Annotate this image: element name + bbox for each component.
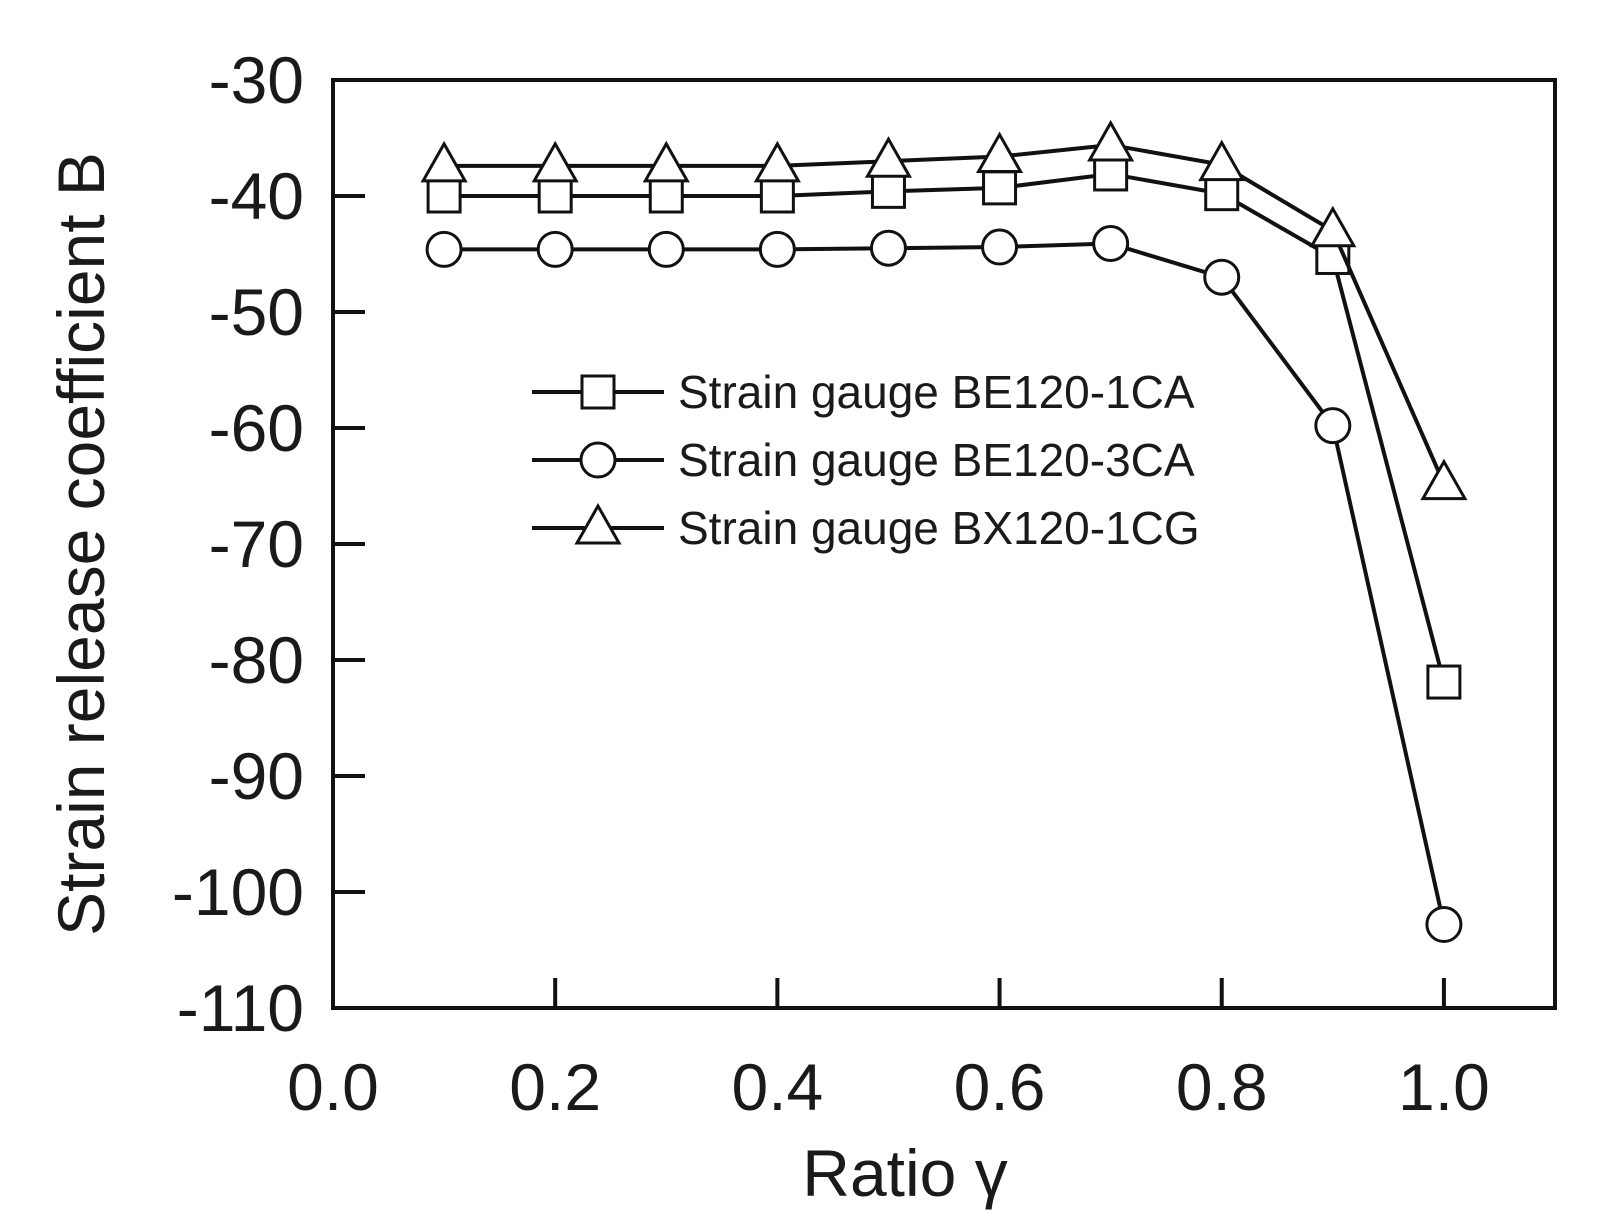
data-point-square [580,374,616,410]
legend-item: Strain gauge BE120-1CA [532,366,1195,418]
data-point-circle [981,228,1019,266]
y-tick-label: -90 [209,739,304,813]
y-tick-label: -50 [209,275,304,349]
legend: Strain gauge BE120-1CA Strain gauge BE120… [532,366,1200,554]
series-circle [425,225,1463,943]
series-square [426,156,1462,700]
y-tick-label: -30 [209,43,304,117]
legend-label: Strain gauge BX120-1CG [678,502,1200,554]
data-point-circle [1425,905,1463,943]
x-tick-label: 0.4 [731,1050,823,1124]
x-tick-label: 1.0 [1398,1050,1490,1124]
x-tick-label: 0.6 [954,1050,1046,1124]
legend-label: Strain gauge BE120-3CA [678,434,1195,486]
legend-item: Strain gauge BX120-1CG [532,502,1200,554]
y-tick-label: -80 [209,623,304,697]
series-layer [420,119,1468,943]
data-point-triangle [420,140,468,183]
y-tick-label: -60 [209,391,304,465]
data-point-triangle [531,140,579,183]
y-tick-label: -70 [209,507,304,581]
data-point-square [1204,176,1240,212]
data-point-circle [758,230,796,268]
data-point-square [537,178,573,214]
y-axis-title: Strain release coefficient B [44,152,118,936]
data-point-triangle [1087,119,1135,162]
y-tick-label: -100 [172,855,304,929]
data-point-circle [536,230,574,268]
y-tick-label: -40 [209,159,304,233]
data-point-circle [425,230,463,268]
series-line [444,171,1446,683]
y-tick-label: -110 [177,971,304,1045]
x-tick-label: 0.2 [509,1050,601,1124]
x-tick-label: 0.0 [287,1050,379,1124]
data-point-triangle [1198,139,1246,182]
y-ticks: -30 -40 -50 -60 -70 -80 -90 -100 -110 [172,43,365,1045]
data-point-triangle [1420,458,1468,501]
data-point-circle [1203,258,1241,296]
x-axis-title: Ratio γ [802,1136,1007,1210]
series-line [444,241,1446,925]
data-point-triangle [574,502,622,545]
data-point-square [1093,156,1129,192]
data-point-circle [1092,225,1130,263]
data-point-square [1426,664,1462,700]
data-point-circle [579,441,617,479]
data-point-square [759,178,795,214]
data-point-circle [1314,407,1352,445]
data-point-square [870,173,906,209]
data-point-circle [869,229,907,267]
x-tick-label: 0.8 [1176,1050,1268,1124]
data-point-triangle [753,140,801,183]
series-line [444,142,1446,485]
data-point-triangle [642,140,690,183]
data-point-square [982,170,1018,206]
x-ticks: 0.0 0.2 0.4 0.6 0.8 1.0 [287,978,1490,1124]
series-triangle [420,119,1468,501]
data-point-circle [647,230,685,268]
legend-item: Strain gauge BE120-3CA [532,434,1195,486]
data-point-square [426,178,462,214]
data-point-triangle [975,131,1024,174]
data-point-triangle [1309,205,1357,248]
legend-label: Strain gauge BE120-1CA [678,366,1195,418]
data-point-triangle [864,136,913,178]
data-point-square [648,178,684,214]
